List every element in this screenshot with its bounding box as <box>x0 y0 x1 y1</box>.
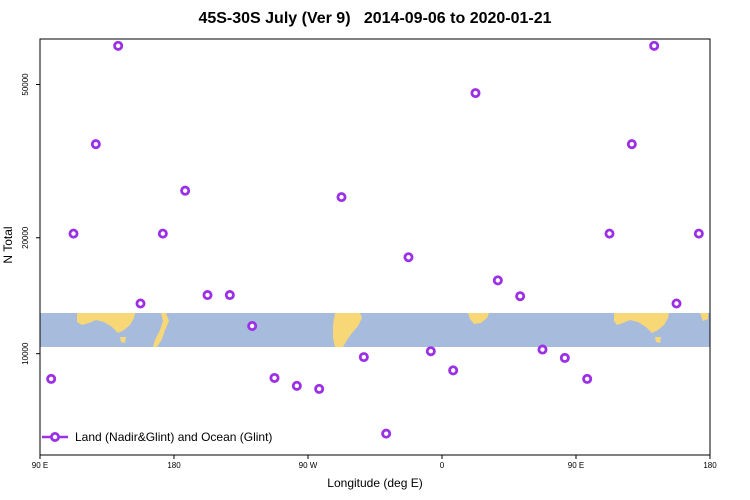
land-australia-south <box>77 313 135 333</box>
data-point <box>671 298 682 309</box>
land-tasmania-repeat <box>655 337 661 343</box>
data-point <box>403 252 414 263</box>
legend: Land (Nadir&Glint) and Ocean (Glint) <box>42 430 272 444</box>
data-point <box>693 228 704 239</box>
x-axis: 90 E 180 90 W 0 90 E 180 <box>32 455 717 470</box>
data-point <box>448 365 459 376</box>
chart-title: 45S-30S July (Ver 9) 2014-09-06 to 2020-… <box>198 10 552 27</box>
data-point <box>90 139 101 150</box>
land-south-america <box>333 313 362 347</box>
x-axis-label: Longitude (deg E) <box>327 476 423 490</box>
x-tick-label: 180 <box>703 461 717 470</box>
ocean-band <box>40 313 710 347</box>
data-point <box>559 352 570 363</box>
data-point <box>180 185 191 196</box>
x-tick-label: 90 E <box>32 461 48 470</box>
map-band <box>40 313 710 347</box>
land-africa-south <box>468 313 489 324</box>
y-tick-label: 10000 <box>21 342 30 365</box>
data-point <box>157 228 168 239</box>
data-point <box>604 228 615 239</box>
x-tick-label: 180 <box>167 461 181 470</box>
data-point <box>582 373 593 384</box>
data-point <box>46 373 57 384</box>
land-tasmania <box>120 337 126 343</box>
x-tick-label: 90 E <box>568 461 584 470</box>
data-point <box>202 290 213 301</box>
x-tick-label: 90 W <box>299 461 318 470</box>
data-point <box>68 228 79 239</box>
data-point <box>113 40 124 51</box>
data-point <box>537 344 548 355</box>
data-point <box>626 139 637 150</box>
x-tick-label: 0 <box>440 461 445 470</box>
data-point <box>492 275 503 286</box>
y-tick-label: 20000 <box>21 226 30 249</box>
data-point <box>224 290 235 301</box>
data-point <box>314 383 325 394</box>
data-point <box>358 352 369 363</box>
legend-marker <box>50 431 61 442</box>
data-point <box>135 298 146 309</box>
data-point <box>381 428 392 439</box>
data-point <box>247 321 258 332</box>
data-points <box>46 40 704 439</box>
data-point <box>425 346 436 357</box>
data-point <box>291 380 302 391</box>
y-axis-label: N Total <box>1 226 15 264</box>
data-point <box>269 372 280 383</box>
legend-label: Land (Nadir&Glint) and Ocean (Glint) <box>75 430 272 444</box>
data-point <box>649 40 660 51</box>
data-point <box>470 88 481 99</box>
plot-frame <box>39 38 711 456</box>
y-tick-label: 50000 <box>21 73 30 96</box>
land-new-zealand-repeat <box>700 313 708 321</box>
land-australia-south-repeat <box>614 313 669 333</box>
y-axis: 10000 20000 50000 <box>21 73 40 365</box>
data-point <box>336 192 347 203</box>
data-point <box>515 291 526 302</box>
land-new-zealand <box>153 313 169 347</box>
